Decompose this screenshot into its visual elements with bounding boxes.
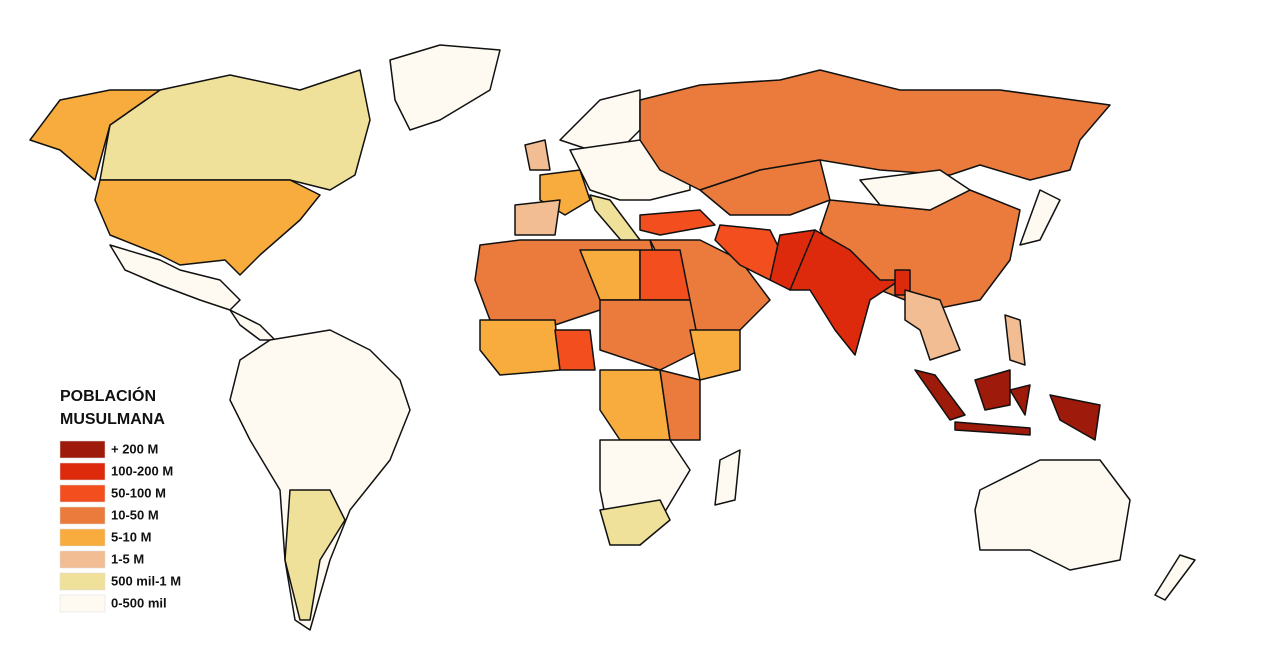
sulawesi <box>1009 384 1031 416</box>
legend: POBLACIÓN MUSULMANA + 200 M 100-200 M 50-1… <box>59 386 181 613</box>
congo <box>599 369 671 441</box>
legend-swatch <box>59 462 106 481</box>
legend-title: MUSULMANA <box>60 411 165 428</box>
legend-label: 1-5 M <box>111 551 144 566</box>
new-zealand <box>1154 554 1196 601</box>
legend-label: + 200 M <box>111 441 158 456</box>
spain <box>514 199 561 236</box>
argentina <box>284 489 346 621</box>
legend-label: 0-500 mil <box>111 595 167 610</box>
legend-title: POBLACIÓN <box>60 386 156 405</box>
java <box>954 421 1031 436</box>
borneo <box>974 369 1011 411</box>
east-africa <box>659 369 701 441</box>
papua <box>1049 394 1101 441</box>
uk <box>524 139 551 171</box>
italy <box>589 194 641 246</box>
legend-label: 100-200 M <box>111 463 173 478</box>
legend-swatch <box>59 440 106 459</box>
alaska <box>29 89 161 181</box>
legend-swatch <box>59 594 106 613</box>
legend-swatch <box>59 550 106 569</box>
central-america <box>229 309 276 341</box>
australia <box>974 459 1131 571</box>
south-africa <box>599 499 671 546</box>
legend-label: 10-50 M <box>111 507 159 522</box>
west-africa <box>479 319 561 376</box>
usa <box>94 179 321 276</box>
legend-label: 500 mil-1 M <box>111 573 181 588</box>
southeast-asia <box>904 289 961 361</box>
south-america <box>229 329 411 631</box>
legend-swatch <box>59 506 106 525</box>
philippines <box>1004 314 1026 366</box>
nigeria <box>554 329 596 371</box>
sumatra <box>914 369 966 421</box>
canada <box>99 69 371 191</box>
countries <box>29 44 1196 631</box>
legend-swatch <box>59 528 106 547</box>
legend-label: 5-10 M <box>111 529 151 544</box>
legend-label: 50-100 M <box>111 485 166 500</box>
japan <box>1019 189 1061 246</box>
horn-of-africa <box>689 329 741 381</box>
sudan <box>599 299 701 371</box>
legend-swatch <box>59 484 106 503</box>
mongolia <box>859 169 971 211</box>
greenland <box>389 44 501 131</box>
turkey <box>639 209 716 236</box>
legend-swatch <box>59 572 106 591</box>
madagascar <box>714 449 741 506</box>
india <box>789 229 901 356</box>
russia <box>639 69 1111 191</box>
mexico <box>109 244 241 311</box>
